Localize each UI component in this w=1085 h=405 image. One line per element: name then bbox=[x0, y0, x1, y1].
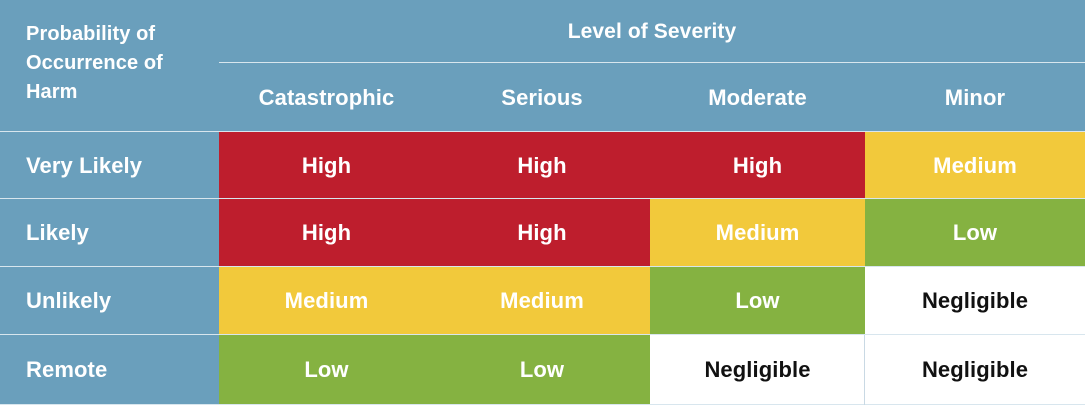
risk-cell: Low bbox=[219, 335, 434, 405]
risk-cell: High bbox=[650, 132, 865, 199]
column-header-moderate: Moderate bbox=[650, 63, 865, 132]
column-header-serious: Serious bbox=[434, 63, 650, 132]
probability-header: Probability of Occurrence of Harm bbox=[0, 0, 219, 132]
severity-header: Level of Severity bbox=[219, 0, 1085, 63]
risk-cell: Medium bbox=[865, 132, 1085, 199]
risk-cell: Negligible bbox=[650, 335, 865, 405]
risk-cell: High bbox=[434, 132, 650, 199]
risk-cell: High bbox=[219, 199, 434, 267]
risk-cell: Low bbox=[865, 199, 1085, 267]
row-divider bbox=[0, 266, 1085, 267]
header-divider bbox=[219, 62, 1085, 63]
row-label-very-likely: Very Likely bbox=[0, 132, 219, 199]
risk-cell: Low bbox=[650, 267, 865, 335]
row-divider bbox=[0, 131, 1085, 132]
row-divider bbox=[0, 334, 1085, 335]
column-divider bbox=[864, 335, 865, 405]
risk-cell: Medium bbox=[650, 199, 865, 267]
risk-cell: High bbox=[434, 199, 650, 267]
risk-cell: Negligible bbox=[865, 267, 1085, 335]
row-divider bbox=[0, 198, 1085, 199]
risk-cell: Medium bbox=[219, 267, 434, 335]
row-label-likely: Likely bbox=[0, 199, 219, 267]
column-header-minor: Minor bbox=[865, 63, 1085, 132]
risk-cell: Low bbox=[434, 335, 650, 405]
risk-cell: Negligible bbox=[865, 335, 1085, 405]
risk-cell: High bbox=[219, 132, 434, 199]
row-label-remote: Remote bbox=[0, 335, 219, 405]
risk-cell: Medium bbox=[434, 267, 650, 335]
column-header-catastrophic: Catastrophic bbox=[219, 63, 434, 132]
row-label-unlikely: Unlikely bbox=[0, 267, 219, 335]
